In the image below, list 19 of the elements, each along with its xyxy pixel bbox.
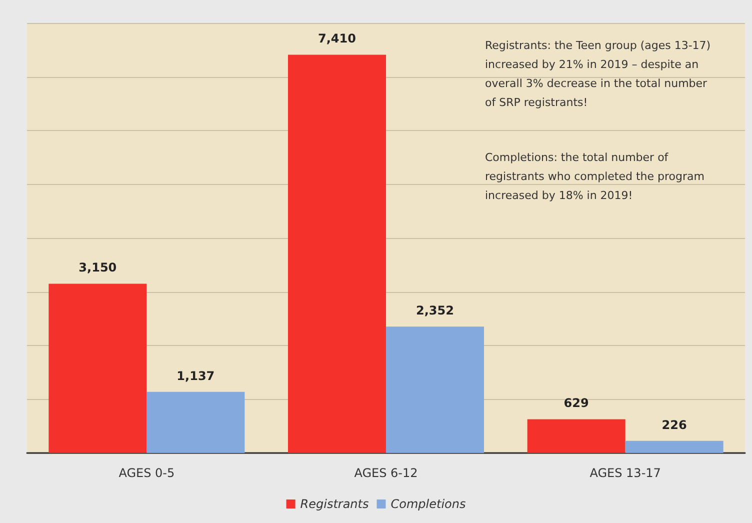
bar <box>146 392 245 453</box>
x-tick-label: AGES 6-12 <box>354 466 418 480</box>
bar <box>386 326 484 453</box>
data-label: 2,352 <box>416 304 454 318</box>
data-label: 226 <box>662 418 687 432</box>
legend-label: Registrants <box>300 497 369 511</box>
data-label: 3,150 <box>78 260 117 275</box>
x-tick-label: AGES 0-5 <box>118 466 175 480</box>
data-label: 1,137 <box>176 368 215 383</box>
bar <box>288 54 386 453</box>
x-tick-label: AGES 13-17 <box>590 466 661 480</box>
data-label: 7,410 <box>318 32 356 46</box>
bar <box>625 440 724 453</box>
bar <box>527 419 626 453</box>
annotation: Registrants: the Teen group (ages 13-17) increased by 21% in 2019 – despite an overall 3% decrease in the total number of SRP registrants! <box>485 39 714 109</box>
data-label: 629 <box>564 396 589 410</box>
annotation: Completions: the total number of registrants who completed the program increased by 18% in 2019! <box>485 151 708 202</box>
legend-label: Completions <box>390 497 466 511</box>
bar <box>48 284 147 453</box>
